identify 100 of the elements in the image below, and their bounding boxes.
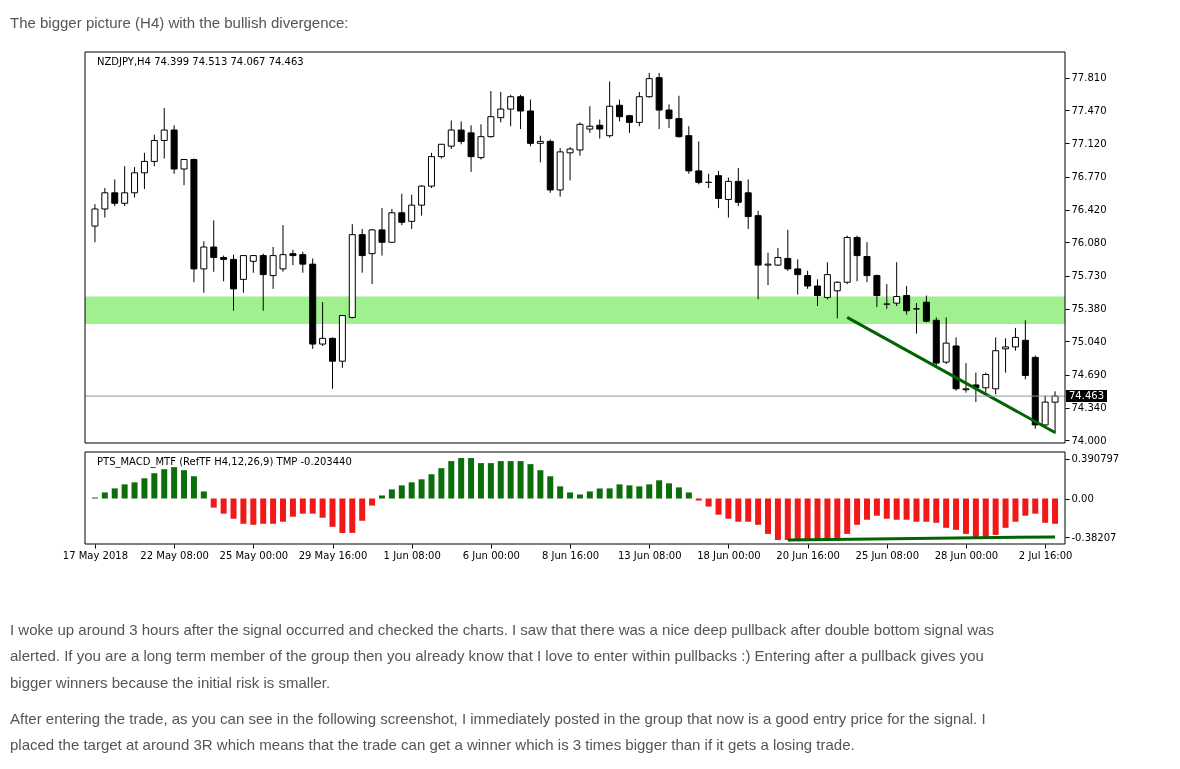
candlestick — [447, 120, 455, 150]
candlestick — [942, 316, 950, 365]
candlestick — [121, 165, 129, 207]
bar — [398, 485, 405, 499]
candlestick — [853, 235, 861, 282]
bar — [567, 492, 574, 499]
bar — [527, 464, 534, 499]
bar — [1022, 498, 1029, 516]
y-tick-label: 0.390797 — [1071, 453, 1120, 465]
bar — [755, 498, 762, 525]
bar — [329, 498, 336, 527]
candlestick — [368, 228, 376, 285]
x-tick-label: 20 Jun 16:00 — [776, 549, 840, 561]
bar — [507, 461, 514, 499]
bar — [151, 473, 158, 499]
bar — [349, 498, 356, 533]
candlestick — [358, 228, 366, 274]
bar — [705, 498, 712, 507]
bar — [438, 468, 445, 499]
bar — [369, 498, 376, 506]
bar — [854, 498, 861, 525]
bar — [557, 486, 564, 499]
candlestick — [734, 167, 742, 207]
bar — [1002, 498, 1009, 528]
bar — [666, 483, 673, 499]
y-tick-label: 77.120 — [1071, 137, 1107, 149]
bar — [972, 498, 979, 537]
bar — [388, 489, 395, 499]
candlestick — [1002, 337, 1010, 374]
candlestick — [299, 251, 307, 274]
candlestick — [863, 241, 871, 283]
candlestick — [467, 124, 475, 173]
chart-title: NZDJPY,H4 74.399 74.513 74.067 74.463 — [97, 56, 304, 67]
bar — [428, 474, 435, 499]
x-tick-label: 2 Jul 16:00 — [1018, 549, 1073, 561]
bar — [210, 498, 217, 508]
candlestick — [517, 94, 525, 130]
candlestick — [724, 177, 732, 219]
candlestick — [912, 302, 920, 335]
candlestick — [903, 285, 911, 316]
bar — [656, 480, 663, 499]
bar — [953, 498, 960, 530]
bar — [1032, 498, 1039, 514]
bar — [576, 494, 583, 499]
candlestick — [833, 280, 841, 319]
bar — [547, 476, 554, 499]
bar — [121, 484, 128, 499]
candlestick — [744, 178, 752, 230]
bar — [685, 492, 692, 499]
y-tick-label: 0.00 — [1071, 493, 1094, 505]
x-tick-label: 1 Jun 08:00 — [383, 549, 441, 561]
bar — [814, 498, 821, 540]
bar — [735, 498, 742, 522]
y-tick-label: 74.000 — [1071, 434, 1107, 446]
bar — [943, 498, 950, 528]
candlestick — [279, 224, 287, 273]
candlestick — [794, 258, 802, 296]
candlestick — [814, 278, 821, 307]
bar — [794, 498, 801, 540]
y-tick-label: 77.810 — [1071, 72, 1107, 84]
candlestick — [210, 219, 218, 273]
bar — [161, 469, 168, 499]
y-tick-label: 75.040 — [1071, 335, 1107, 347]
bar — [804, 498, 811, 540]
bar — [873, 498, 880, 516]
bar — [378, 495, 385, 499]
bar — [230, 498, 237, 519]
bar — [933, 498, 940, 523]
bar — [863, 498, 870, 520]
bar — [636, 486, 643, 499]
candlestick — [329, 336, 336, 390]
candlestick — [645, 72, 653, 99]
bar — [250, 498, 257, 525]
bar — [497, 461, 504, 499]
bar — [141, 478, 148, 499]
candlestick — [131, 166, 139, 199]
bar — [537, 470, 544, 499]
x-tick-label: 18 Jun 00:00 — [697, 549, 761, 561]
chart-title: PTS_MACD_MTF (RefTF H4,12,26,9) TMP -0.203440 — [97, 456, 352, 468]
y-tick-label: 74.340 — [1071, 402, 1107, 414]
candlestick — [239, 255, 247, 294]
ref-line-label: 74.463 — [1069, 390, 1104, 402]
x-tick-label: 6 Jun 00:00 — [462, 549, 520, 561]
bar — [765, 498, 772, 534]
candlestick — [418, 184, 426, 217]
bar — [101, 492, 108, 499]
candlestick — [536, 135, 544, 163]
candlestick — [408, 194, 416, 230]
bar — [646, 484, 653, 499]
candlestick — [764, 252, 772, 286]
bar — [606, 488, 613, 499]
bar — [468, 458, 475, 499]
candlestick — [140, 152, 148, 190]
bar — [131, 482, 138, 499]
x-tick-label: 17 May 2018 — [62, 549, 129, 561]
candlestick — [507, 94, 515, 127]
bar — [299, 498, 306, 514]
candlestick — [269, 246, 277, 290]
y-tick-label: 74.690 — [1071, 369, 1107, 380]
bar — [260, 498, 267, 524]
